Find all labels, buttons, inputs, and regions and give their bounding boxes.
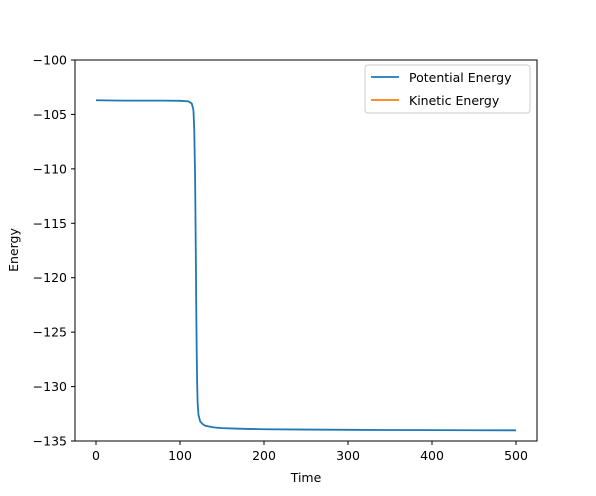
x-tick-label: 500 [504,448,528,463]
series-line-potential-energy [95,99,517,432]
x-tick-label: 200 [252,448,276,463]
x-axis-label: Time [290,470,322,485]
x-tick-label: 100 [168,448,192,463]
y-tick-label: −105 [33,107,67,122]
y-tick-label: −110 [33,161,67,176]
plot-frame [74,59,538,442]
y-tick-label: −115 [33,216,67,231]
y-tick-label: −100 [33,53,67,68]
y-axis-ticks: −100 −105 −110 −115 −120 −125 −130 −135 [33,53,75,449]
legend-label-potential: Potential Energy [409,70,512,85]
x-tick-label: 300 [336,448,360,463]
legend-box [364,64,531,114]
x-axis-ticks: 0 100 200 300 400 500 [92,441,528,463]
y-tick-label: −130 [33,379,67,394]
x-tick-label: 400 [420,448,444,463]
legend-label-kinetic: Kinetic Energy [409,93,500,108]
series-layer [95,99,517,432]
x-tick-label: 0 [92,448,100,463]
y-tick-label: −125 [33,325,67,340]
y-tick-label: −120 [33,270,67,285]
y-tick-label: −135 [33,434,67,449]
y-axis-label: Energy [6,228,21,272]
legend: Potential Energy Kinetic Energy [364,64,531,114]
